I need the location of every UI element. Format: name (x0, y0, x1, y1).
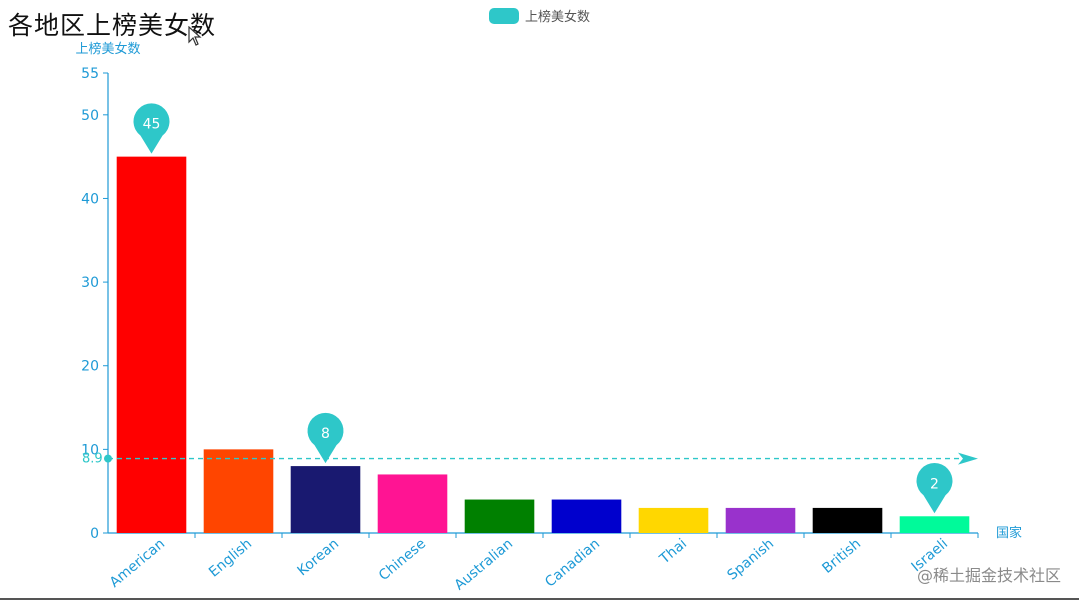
bar-british (812, 507, 883, 533)
y-axis-title: 上榜美女数 (75, 41, 140, 57)
legend-label: 上榜美女数 (525, 10, 591, 25)
y-tick-label: 20 (81, 359, 99, 375)
mark-point-label: 2 (930, 476, 939, 492)
x-tick-label: British (819, 536, 864, 577)
x-tick-label: Australian (452, 536, 517, 594)
watermark: @稀土掘金技术社区 (916, 566, 1061, 585)
y-tick-label: 50 (81, 108, 99, 124)
bar-english (203, 449, 274, 533)
y-tick-label: 0 (90, 526, 99, 542)
x-tick-label: Spanish (724, 536, 777, 584)
x-tick-label: Korean (295, 536, 342, 579)
bar-thai (638, 507, 709, 533)
mark-point-label: 8 (321, 426, 330, 442)
mark-point-american: 45 (133, 103, 170, 154)
bar-israeli (899, 516, 970, 533)
mark-point-korean: 8 (307, 412, 344, 464)
x-tick-label: Chinese (376, 536, 429, 584)
y-tick-label: 10 (81, 442, 99, 458)
y-tick-label: 40 (81, 191, 99, 207)
mark-point-pin (307, 412, 344, 464)
bar-korean (290, 466, 361, 533)
bar-spanish (725, 507, 796, 533)
bar-australian (464, 499, 535, 533)
x-tick-label: Canadian (542, 536, 603, 591)
x-tick-label: American (107, 536, 168, 591)
bar-chinese (377, 474, 448, 533)
mark-point-pin (133, 103, 170, 154)
mark-point-israeli: 2 (916, 463, 953, 514)
bar-american (116, 156, 187, 534)
chart-title: 各地区上榜美女数 (8, 11, 217, 40)
legend-item[interactable]: 上榜美女数 (489, 6, 590, 25)
bar-canadian (551, 499, 622, 533)
mark-point-pin (916, 463, 953, 514)
mark-point-label: 45 (143, 117, 161, 133)
x-axis-title: 国家 (996, 525, 1022, 541)
x-tick-label: Thai (656, 536, 690, 568)
mark-line-arrow (958, 452, 978, 465)
bottom-border (0, 598, 1079, 600)
x-tick-label: English (206, 536, 255, 581)
y-tick-label: 55 (81, 66, 99, 82)
mark-line-label: 8.9 (82, 452, 103, 467)
mouse-pointer-icon (188, 26, 202, 46)
y-tick-label: 30 (81, 275, 99, 291)
legend-swatch (489, 7, 519, 24)
